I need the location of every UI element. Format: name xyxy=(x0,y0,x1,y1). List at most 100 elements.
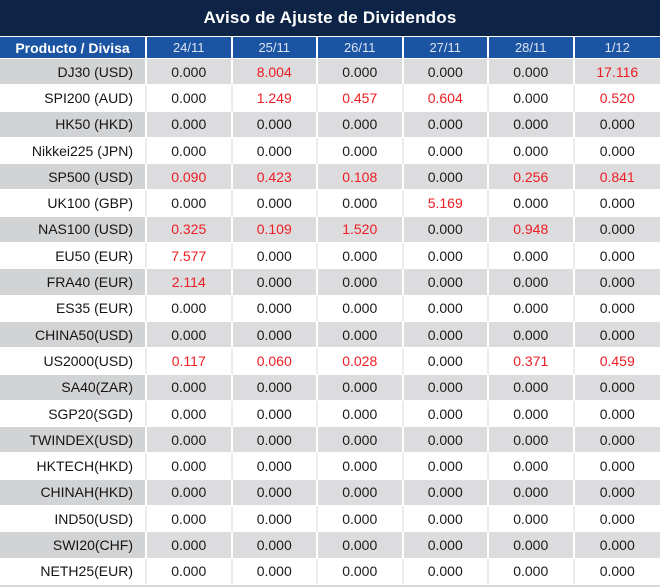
product-cell: NAS100 (USD) xyxy=(0,216,147,244)
value-cell: 0.000 xyxy=(403,558,489,585)
product-cell: NETH25(EUR) xyxy=(0,558,147,585)
value-cell: 0.000 xyxy=(403,321,489,349)
title-bar: Aviso de Ajuste de Dividendos xyxy=(0,0,660,37)
value-cell: 0.000 xyxy=(232,137,318,165)
value-cell: 0.000 xyxy=(403,506,489,533)
table-row: HKTECH(HKD) 0.000 0.000 0.000 0.000 0.000 0.00… xyxy=(0,453,660,480)
value-cell: 0.000 xyxy=(147,558,233,585)
value-cell: 0.000 xyxy=(489,269,575,296)
table-row: NETH25(EUR) 0.000 0.000 0.000 0.000 0.000 0.00… xyxy=(0,558,660,585)
value-cell: 0.000 xyxy=(147,190,233,217)
value-cell: 0.000 xyxy=(489,453,575,480)
value-cell: 0.000 xyxy=(403,164,489,191)
product-cell: UK100 (GBP) xyxy=(0,190,147,217)
product-cell: HKTECH(HKD) xyxy=(0,453,147,480)
value-cell: 8.004 xyxy=(232,59,318,86)
value-cell: 0.028 xyxy=(318,348,404,375)
value-cell: 0.000 xyxy=(489,85,575,112)
value-cell: 0.108 xyxy=(318,164,404,191)
value-cell: 0.090 xyxy=(147,164,233,191)
value-cell: 0.000 xyxy=(403,137,489,165)
value-cell: 0.000 xyxy=(403,453,489,480)
value-cell: 0.000 xyxy=(318,321,404,349)
value-cell: 0.000 xyxy=(574,269,660,296)
value-cell: 0.000 xyxy=(574,111,660,138)
value-cell: 0.000 xyxy=(318,269,404,296)
product-cell: ES35 (EUR) xyxy=(0,295,147,322)
table-row: SA40(ZAR) 0.000 0.000 0.000 0.000 0.000 0.000 xyxy=(0,374,660,401)
value-cell: 1.249 xyxy=(232,85,318,112)
value-cell: 0.000 xyxy=(147,453,233,480)
value-cell: 0.457 xyxy=(318,85,404,112)
product-cell: DJ30 (USD) xyxy=(0,59,147,86)
product-cell: TWINDEX(USD) xyxy=(0,427,147,454)
value-cell: 0.000 xyxy=(489,321,575,349)
value-cell: 0.000 xyxy=(318,453,404,480)
table-row: TWINDEX(USD) 0.000 0.000 0.000 0.000 0.000 0.0… xyxy=(0,427,660,454)
value-cell: 0.000 xyxy=(403,374,489,401)
value-cell: 0.000 xyxy=(147,427,233,454)
value-cell: 0.000 xyxy=(318,137,404,165)
page-title: Aviso de Ajuste de Dividendos xyxy=(203,8,457,27)
value-cell: 0.000 xyxy=(489,506,575,533)
value-cell: 0.371 xyxy=(489,348,575,375)
value-cell: 0.000 xyxy=(232,558,318,585)
value-cell: 0.000 xyxy=(574,532,660,559)
value-cell: 0.000 xyxy=(574,321,660,349)
table-row: SPI200 (AUD) 0.000 1.249 0.457 0.604 0.000 0.5… xyxy=(0,85,660,112)
product-cell: FRA40 (EUR) xyxy=(0,269,147,296)
value-cell: 0.000 xyxy=(574,243,660,270)
column-header-date: 28/11 xyxy=(489,37,575,59)
value-cell: 0.948 xyxy=(489,216,575,244)
value-cell: 0.000 xyxy=(318,400,404,428)
value-cell: 0.109 xyxy=(232,216,318,244)
value-cell: 0.000 xyxy=(489,479,575,507)
table-row: Nikkei225 (JPN) 0.000 0.000 0.000 0.000 0.000… xyxy=(0,137,660,165)
column-header-date: 26/11 xyxy=(318,37,404,59)
value-cell: 0.000 xyxy=(318,532,404,559)
value-cell: 0.000 xyxy=(147,479,233,507)
product-cell: SGP20(SGD) xyxy=(0,400,147,428)
value-cell: 0.000 xyxy=(403,269,489,296)
value-cell: 0.000 xyxy=(489,532,575,559)
value-cell: 0.000 xyxy=(232,269,318,296)
value-cell: 0.000 xyxy=(147,506,233,533)
value-cell: 0.000 xyxy=(318,427,404,454)
value-cell: 0.000 xyxy=(147,111,233,138)
value-cell: 0.000 xyxy=(232,111,318,138)
value-cell: 0.000 xyxy=(403,295,489,322)
value-cell: 0.000 xyxy=(232,321,318,349)
value-cell: 0.000 xyxy=(403,348,489,375)
value-cell: 0.423 xyxy=(232,164,318,191)
value-cell: 0.000 xyxy=(574,506,660,533)
value-cell: 2.114 xyxy=(147,269,233,296)
product-cell: SPI200 (AUD) xyxy=(0,85,147,112)
value-cell: 0.000 xyxy=(318,506,404,533)
table-body: DJ30 (USD) 0.000 8.004 0.000 0.000 0.000 17.11… xyxy=(0,59,660,585)
value-cell: 0.000 xyxy=(147,59,233,86)
value-cell: 0.000 xyxy=(574,216,660,244)
value-cell: 0.000 xyxy=(318,111,404,138)
table-row: US2000(USD) 0.117 0.060 0.028 0.000 0.371 0.45… xyxy=(0,348,660,375)
value-cell: 0.000 xyxy=(318,374,404,401)
value-cell: 0.000 xyxy=(403,111,489,138)
value-cell: 0.000 xyxy=(147,400,233,428)
value-cell: 0.841 xyxy=(574,164,660,191)
table-row: NAS100 (USD) 0.325 0.109 1.520 0.000 0.948 0.0… xyxy=(0,216,660,244)
value-cell: 0.000 xyxy=(318,295,404,322)
value-cell: 0.000 xyxy=(147,295,233,322)
value-cell: 0.000 xyxy=(489,374,575,401)
dividend-table: Producto / Divisa 24/11 25/11 26/11 27/11 28/… xyxy=(0,37,660,585)
table-row: IND50(USD) 0.000 0.000 0.000 0.000 0.000 0.000 xyxy=(0,506,660,533)
column-header-product: Producto / Divisa xyxy=(0,37,147,59)
table-row: SP500 (USD) 0.090 0.423 0.108 0.000 0.256 0.84… xyxy=(0,164,660,191)
value-cell: 0.000 xyxy=(489,111,575,138)
value-cell: 0.000 xyxy=(574,137,660,165)
table-row: FRA40 (EUR) 2.114 0.000 0.000 0.000 0.000 0.00… xyxy=(0,269,660,296)
value-cell: 0.000 xyxy=(232,453,318,480)
value-cell: 0.000 xyxy=(574,479,660,507)
value-cell: 0.000 xyxy=(318,59,404,86)
value-cell: 0.520 xyxy=(574,85,660,112)
table-row: SWI20(CHF) 0.000 0.000 0.000 0.000 0.000 0.000 xyxy=(0,532,660,559)
value-cell: 0.117 xyxy=(147,348,233,375)
